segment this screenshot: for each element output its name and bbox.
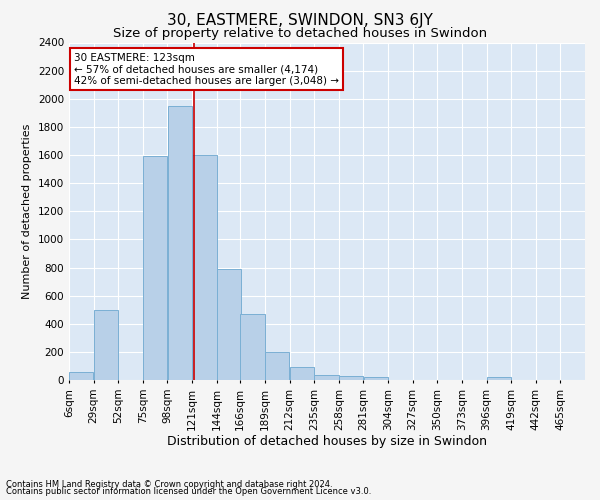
Bar <box>192 155 217 380</box>
Bar <box>265 352 289 380</box>
Bar <box>217 269 241 380</box>
Text: 30, EASTMERE, SWINDON, SN3 6JY: 30, EASTMERE, SWINDON, SN3 6JY <box>167 12 433 28</box>
Bar <box>241 314 265 380</box>
Bar <box>339 376 363 380</box>
Bar <box>314 375 338 380</box>
Bar <box>167 106 192 380</box>
Bar <box>143 156 167 380</box>
Bar <box>69 372 94 380</box>
Text: Size of property relative to detached houses in Swindon: Size of property relative to detached ho… <box>113 28 487 40</box>
Bar <box>364 377 388 380</box>
X-axis label: Distribution of detached houses by size in Swindon: Distribution of detached houses by size … <box>167 436 487 448</box>
Text: Contains public sector information licensed under the Open Government Licence v3: Contains public sector information licen… <box>6 488 371 496</box>
Bar <box>290 368 314 380</box>
Text: Contains HM Land Registry data © Crown copyright and database right 2024.: Contains HM Land Registry data © Crown c… <box>6 480 332 489</box>
Y-axis label: Number of detached properties: Number of detached properties <box>22 124 32 299</box>
Bar <box>487 377 511 380</box>
Bar <box>94 310 118 380</box>
Text: 30 EASTMERE: 123sqm
← 57% of detached houses are smaller (4,174)
42% of semi-det: 30 EASTMERE: 123sqm ← 57% of detached ho… <box>74 52 339 86</box>
